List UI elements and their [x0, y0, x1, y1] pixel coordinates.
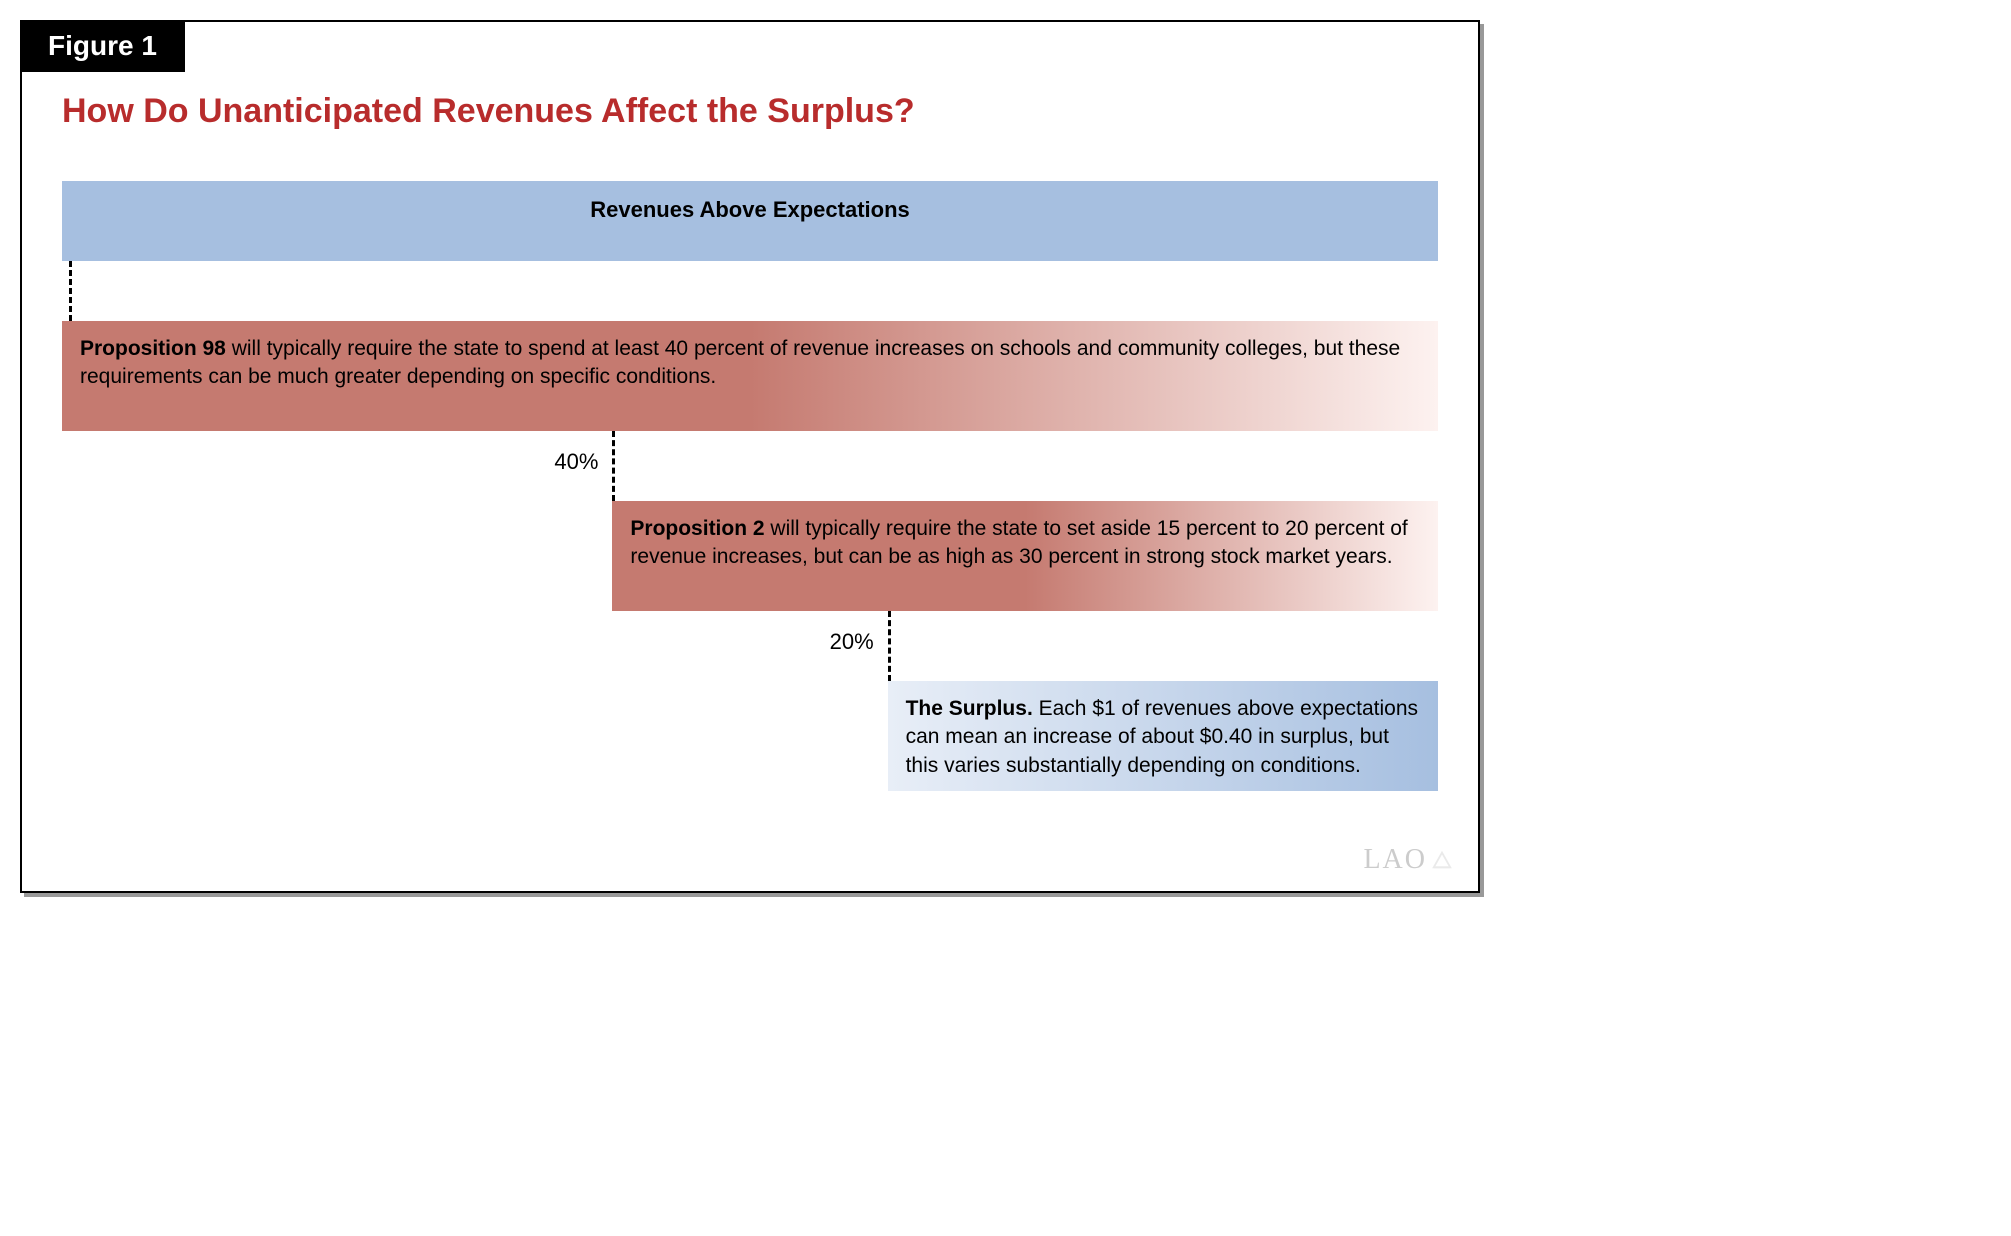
flow-diagram: Revenues Above Expectations Proposition … [62, 181, 1438, 861]
lao-logo-icon [1431, 849, 1453, 871]
lao-watermark: LAO [1363, 844, 1453, 876]
connector-1 [69, 261, 72, 321]
revenues-header-text: Revenues Above Expectations [590, 197, 910, 222]
prop98-box: Proposition 98 will typically require th… [62, 321, 1438, 431]
prop98-text: will typically require the state to spen… [80, 337, 1400, 388]
figure-container: Figure 1 How Do Unanticipated Revenues A… [20, 20, 1480, 893]
figure-content: How Do Unanticipated Revenues Affect the… [22, 22, 1478, 891]
revenues-header-box: Revenues Above Expectations [62, 181, 1438, 261]
connector-3 [888, 611, 891, 681]
connector-3-label: 20% [830, 629, 874, 655]
figure-label: Figure 1 [20, 20, 185, 72]
lao-watermark-text: LAO [1363, 844, 1427, 876]
figure-title: How Do Unanticipated Revenues Affect the… [62, 92, 1438, 131]
surplus-bold: The Surplus. [906, 697, 1033, 720]
connector-2 [612, 431, 615, 501]
connector-2-label: 40% [554, 449, 598, 475]
surplus-box: The Surplus. Each $1 of revenues above e… [888, 681, 1438, 791]
prop2-box: Proposition 2 will typically require the… [612, 501, 1438, 611]
prop98-bold: Proposition 98 [80, 337, 226, 360]
prop2-bold: Proposition 2 [630, 517, 764, 540]
